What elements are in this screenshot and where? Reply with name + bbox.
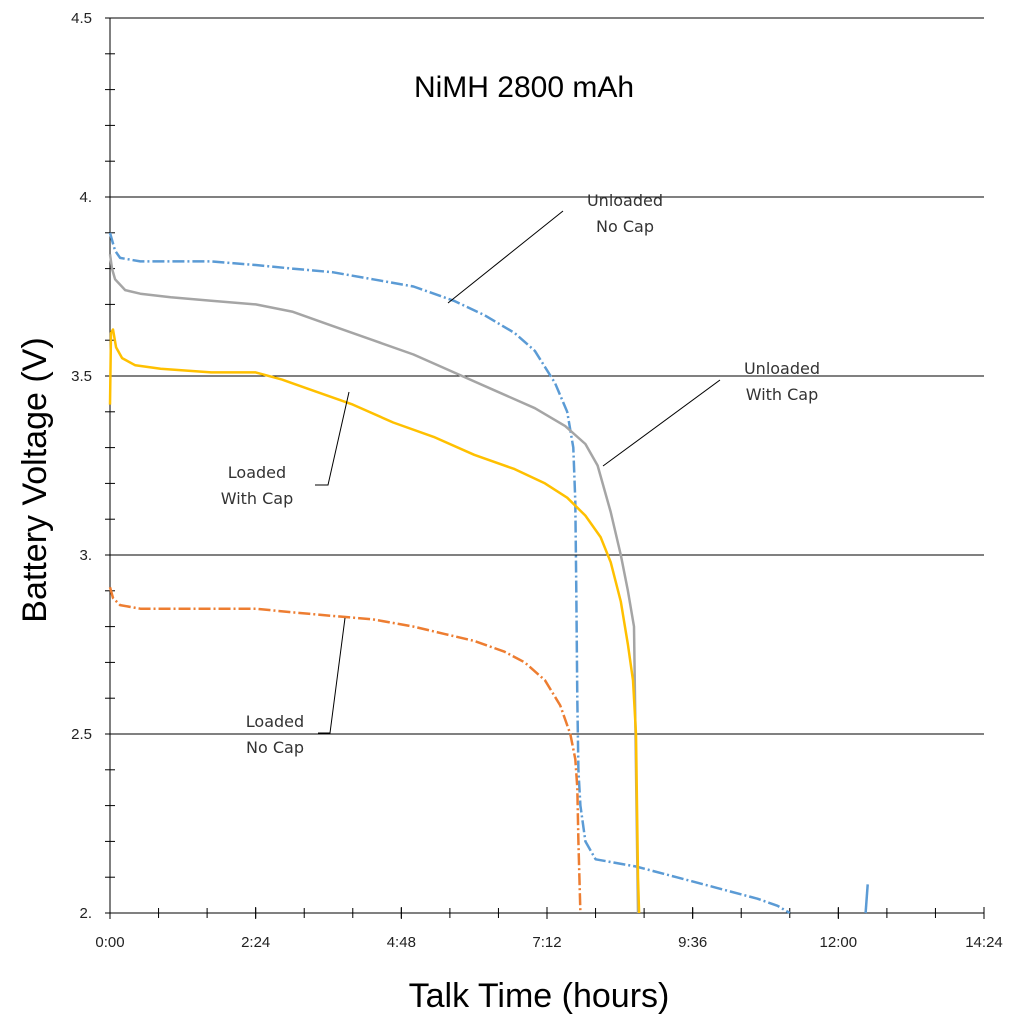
annotation-leader-line (447, 210, 564, 304)
x-tick-label: 9:36 (678, 934, 707, 951)
annotation-label: Loaded (228, 463, 286, 482)
y-tick-label: 4. (79, 189, 92, 206)
y-tick-label: 4.5 (71, 10, 92, 27)
axes: 2. 2.5 3. 3.5 4. 4.5 0:00 2:24 4:48 7:12 9:36 12:00… (71, 10, 1003, 951)
series-line-unloaded-no-cap (108, 232, 791, 915)
y-axis-title: Battery Voltage (V) (16, 337, 54, 622)
series-line-loaded-with-cap (108, 328, 641, 914)
x-tick-label: 4:48 (387, 934, 416, 951)
annotation-label: Unloaded (744, 359, 820, 378)
chart-title: NiMH 2800 mAh (414, 71, 634, 104)
x-tick-label: 14:24 (965, 934, 1003, 951)
x-tick-label: 0:00 (95, 934, 124, 951)
annotation-label: With Cap (221, 489, 294, 508)
annotation-leader-line (315, 391, 350, 486)
annotation-label: With Cap (746, 385, 819, 404)
x-tick-label: 2:24 (241, 934, 270, 951)
annotations-group: Unloaded No Cap Unloaded With Cap Loaded With… (221, 191, 820, 757)
y-tick-label: 3.5 (71, 368, 92, 385)
series-line-unloaded-with-cap (108, 254, 640, 914)
annotation-leader-line (318, 617, 346, 734)
annotation-label: Unloaded (587, 191, 663, 210)
x-axis-title: Talk Time (hours) (409, 977, 670, 1015)
y-tick-label: 2. (79, 905, 92, 922)
annotation-label: No Cap (246, 738, 304, 757)
x-tick-label: 12:00 (820, 934, 858, 951)
series-group (108, 232, 869, 915)
x-tick-label: 7:12 (532, 934, 561, 951)
y-tick-label: 2.5 (71, 726, 92, 743)
series-line-loaded-no-cap (108, 586, 582, 914)
annotation-label: No Cap (596, 217, 654, 236)
y-tick-label: 3. (79, 547, 92, 564)
annotation-leader-line (602, 379, 721, 467)
annotation-label: Loaded (246, 712, 304, 731)
series-line-unloaded-no-cap-tail (864, 884, 869, 914)
